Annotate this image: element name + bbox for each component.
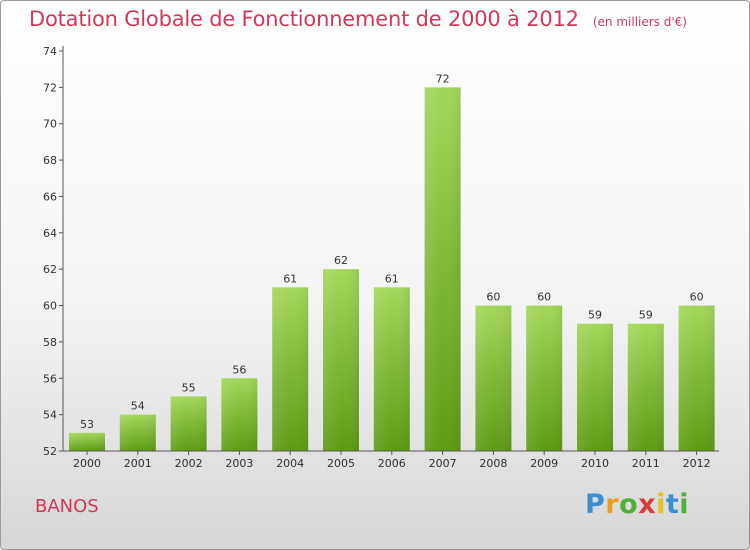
x-tick-label: 2010 (581, 457, 609, 470)
y-tick-label: 56 (43, 372, 57, 385)
value-label: 54 (131, 400, 145, 413)
value-label: 59 (588, 309, 602, 322)
bar-shade-2009 (526, 305, 563, 451)
value-label: 53 (80, 418, 94, 431)
bars-group (69, 87, 715, 451)
x-tick-label: 2012 (683, 457, 711, 470)
y-axis: 52 54 56 58 60 62 64 66 68 70 72 74 (43, 45, 64, 458)
x-tick-label: 2006 (378, 457, 406, 470)
value-labels-group: 53 54 55 56 61 62 61 72 60 60 59 59 60 (80, 72, 704, 430)
proxiti-logo: Proxiti (585, 489, 690, 520)
value-label: 55 (182, 381, 196, 394)
chart-unit: (en milliers d'€) (592, 15, 687, 29)
y-tick-label: 72 (43, 81, 57, 94)
bar-shade-2006 (373, 287, 410, 451)
y-tick-label: 62 (43, 263, 57, 276)
bar-shade-2012 (678, 305, 715, 451)
value-label: 62 (334, 254, 348, 267)
value-label: 56 (232, 363, 246, 376)
x-tick-label: 2009 (530, 457, 558, 470)
y-tick-label: 60 (43, 300, 57, 313)
x-axis: 2000 2001 2002 2003 2004 2005 2006 2007 2008 2009… (63, 450, 719, 470)
y-tick-label: 70 (43, 118, 57, 131)
value-label: 60 (537, 291, 551, 304)
x-tick-label: 2002 (175, 457, 203, 470)
bar-shade-2005 (323, 269, 359, 451)
chart-title: Dotation Globale de Fonctionnement de 20… (29, 7, 687, 31)
y-tick-label: 54 (43, 409, 57, 422)
x-tick-label: 2003 (225, 457, 253, 470)
value-label: 60 (690, 291, 704, 304)
x-tick-label: 2011 (632, 457, 660, 470)
bar-shade-2000 (69, 432, 105, 451)
value-label: 61 (283, 272, 297, 285)
bar-shade-2007 (424, 87, 461, 451)
bar-shade-2010 (577, 323, 613, 451)
y-tick-label: 66 (43, 190, 57, 203)
chart-title-text: Dotation Globale de Fonctionnement de 20… (29, 7, 579, 31)
bar-shade-2008 (475, 305, 512, 451)
value-label: 59 (639, 309, 653, 322)
bar-shade-2003 (221, 378, 258, 451)
y-tick-label: 64 (43, 227, 57, 240)
x-tick-label: 2005 (327, 457, 355, 470)
x-tick-label: 2007 (429, 457, 457, 470)
y-tick-label: 52 (43, 445, 57, 458)
x-tick-label: 2004 (276, 457, 304, 470)
x-tick-label: 2001 (124, 457, 152, 470)
y-tick-label: 68 (43, 154, 57, 167)
bar-shade-2002 (170, 396, 207, 451)
y-tick-label: 58 (43, 336, 57, 349)
y-tick-label: 74 (43, 45, 57, 58)
x-tick-label: 2000 (73, 457, 101, 470)
bar-shade-2004 (272, 287, 309, 451)
value-label: 61 (385, 272, 399, 285)
value-label: 60 (486, 291, 500, 304)
value-label: 72 (436, 72, 450, 85)
bar-shade-2001 (119, 414, 156, 451)
bar-shade-2011 (627, 323, 664, 451)
commune-name: BANOS (35, 496, 99, 517)
x-tick-label: 2008 (479, 457, 507, 470)
